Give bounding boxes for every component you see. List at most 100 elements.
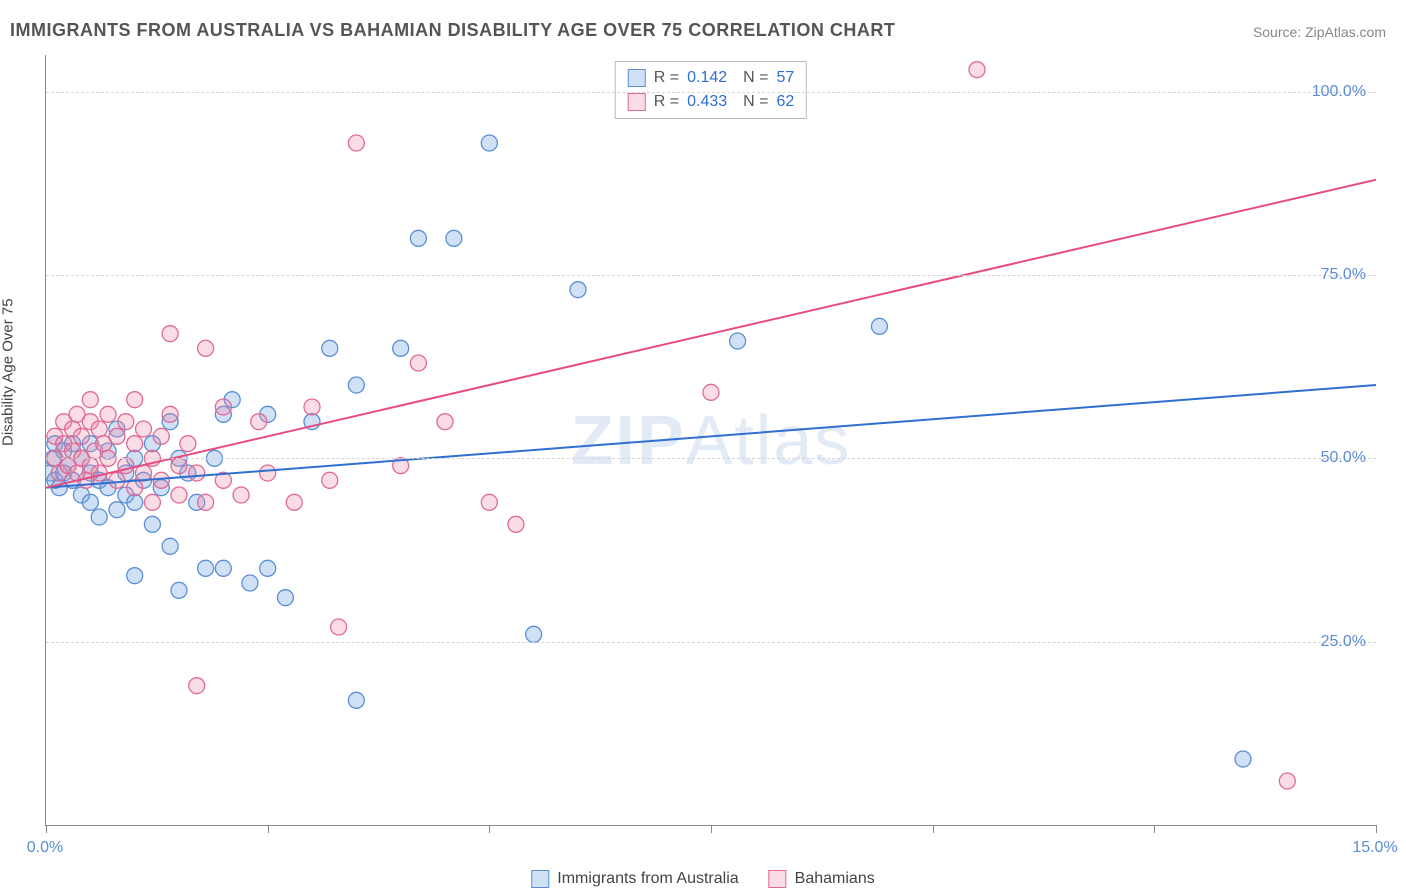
data-point (109, 428, 125, 444)
data-point (215, 399, 231, 415)
data-point (127, 436, 143, 452)
plot-area: ZIPAtlas R =0.142N =57R =0.433N =62 25.0… (45, 55, 1376, 826)
legend-stat-row: R = 0.433 N = 62 (628, 90, 794, 114)
source-label: Source: ZipAtlas.com (1253, 24, 1386, 40)
data-point (162, 406, 178, 422)
data-point (251, 414, 267, 430)
legend-item: Immigrants from Australia (531, 870, 738, 888)
data-point (322, 472, 338, 488)
scatter-svg (46, 55, 1376, 825)
data-point (198, 494, 214, 510)
gridline (46, 92, 1376, 93)
data-point (286, 494, 302, 510)
data-point (171, 582, 187, 598)
data-point (260, 465, 276, 481)
data-point (153, 472, 169, 488)
x-tick (933, 825, 934, 833)
n-value: 62 (776, 90, 794, 114)
legend-swatch (531, 870, 549, 888)
data-point (730, 333, 746, 349)
x-tick-label: 15.0% (1352, 839, 1397, 857)
data-point (144, 516, 160, 532)
data-point (871, 318, 887, 334)
n-label: N = (743, 90, 768, 114)
y-tick-label: 75.0% (1321, 266, 1366, 284)
data-point (969, 62, 985, 78)
gridline (46, 642, 1376, 643)
legend-stats: R =0.142N =57R =0.433N =62 (615, 61, 807, 119)
data-point (82, 392, 98, 408)
data-point (260, 560, 276, 576)
data-point (136, 421, 152, 437)
x-tick (46, 825, 47, 833)
data-point (508, 516, 524, 532)
legend-label: Bahamians (795, 870, 875, 888)
legend-swatch (769, 870, 787, 888)
legend-stat-row: R =0.142N =57 (628, 66, 794, 90)
data-point (410, 355, 426, 371)
data-point (233, 487, 249, 503)
data-point (153, 428, 169, 444)
data-point (91, 509, 107, 525)
data-point (446, 230, 462, 246)
data-point (189, 678, 205, 694)
x-tick (711, 825, 712, 833)
y-axis-title: Disability Age Over 75 (0, 298, 17, 446)
data-point (180, 436, 196, 452)
data-point (118, 414, 134, 430)
data-point (127, 494, 143, 510)
x-tick (268, 825, 269, 833)
r-value: 0.433 (687, 90, 735, 114)
gridline (46, 275, 1376, 276)
data-point (322, 340, 338, 356)
data-point (1235, 751, 1251, 767)
r-label: R = (654, 90, 679, 114)
data-point (410, 230, 426, 246)
data-point (437, 414, 453, 430)
data-point (304, 399, 320, 415)
data-point (171, 487, 187, 503)
data-point (189, 465, 205, 481)
y-tick-label: 25.0% (1321, 633, 1366, 651)
x-tick (1376, 825, 1377, 833)
data-point (109, 472, 125, 488)
n-label: N = (743, 66, 768, 90)
data-point (162, 538, 178, 554)
r-label: R = (654, 66, 679, 90)
legend-swatch (628, 69, 646, 87)
data-point (144, 494, 160, 510)
data-point (215, 560, 231, 576)
legend-series: Immigrants from Australia Bahamians (531, 870, 874, 888)
data-point (348, 692, 364, 708)
regression-line (46, 180, 1376, 488)
data-point (127, 568, 143, 584)
n-value: 57 (776, 66, 794, 90)
data-point (162, 326, 178, 342)
data-point (100, 406, 116, 422)
legend-swatch (628, 93, 646, 111)
data-point (127, 392, 143, 408)
y-tick-label: 100.0% (1312, 83, 1366, 101)
x-tick-label: 0.0% (27, 839, 63, 857)
legend-item: Bahamians (769, 870, 875, 888)
data-point (198, 560, 214, 576)
data-point (393, 340, 409, 356)
data-point (703, 384, 719, 400)
data-point (82, 494, 98, 510)
data-point (109, 502, 125, 518)
data-point (171, 458, 187, 474)
data-point (91, 465, 107, 481)
x-tick (489, 825, 490, 833)
y-tick-label: 50.0% (1321, 449, 1366, 467)
data-point (1279, 773, 1295, 789)
data-point (242, 575, 258, 591)
data-point (348, 377, 364, 393)
data-point (198, 340, 214, 356)
data-point (526, 626, 542, 642)
data-point (331, 619, 347, 635)
chart-container: IMMIGRANTS FROM AUSTRALIA VS BAHAMIAN DI… (0, 0, 1406, 892)
x-tick (1154, 825, 1155, 833)
legend-label: Immigrants from Australia (557, 870, 738, 888)
gridline (46, 458, 1376, 459)
data-point (570, 282, 586, 298)
